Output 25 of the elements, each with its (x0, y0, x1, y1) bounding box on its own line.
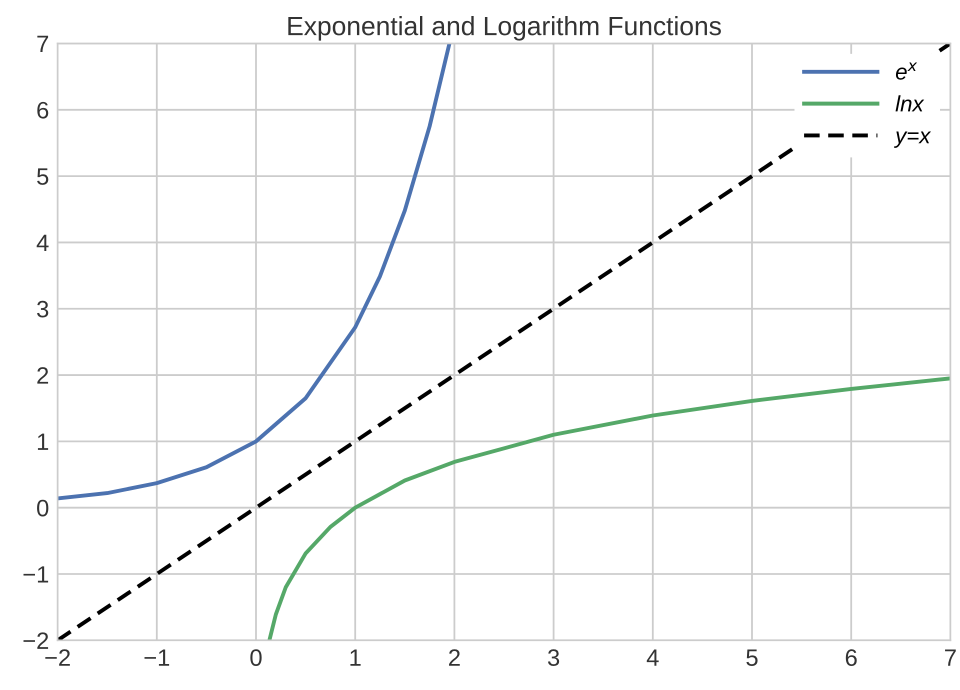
x-tick-label: 3 (548, 649, 560, 666)
chart-title: Exponential and Logarithm Functions (288, 16, 721, 41)
x-tick-label: 6 (846, 649, 857, 666)
legend-label: lnx (896, 95, 924, 112)
x-tick-label: 7 (945, 650, 956, 666)
y-tick-label: 0 (37, 500, 48, 516)
x-tick-label: 2 (449, 649, 460, 666)
x-tick-label: 1 (350, 650, 361, 666)
x-tick-label: 5 (746, 650, 758, 666)
line-series (268, 376, 950, 640)
y-tick-label: 7 (37, 36, 48, 52)
legend-label: e$^{x}$ (896, 62, 918, 80)
y-tick-label: 4 (36, 234, 49, 251)
y-tick-label: 5 (37, 168, 48, 185)
y-tick-label: −1 (24, 566, 48, 583)
line-series (58, 43, 452, 500)
y-tick-label: 3 (37, 300, 48, 318)
y-tick-label: −2 (24, 632, 48, 649)
y-tick-label: 6 (37, 102, 48, 119)
y-tick-label: 2 (37, 367, 48, 384)
y-tick-label: 1 (38, 434, 48, 450)
x-tick-label: −1 (144, 650, 170, 666)
legend-label: y=x (894, 131, 932, 148)
x-tick-label: 0 (250, 649, 262, 666)
x-tick-label: 4 (646, 650, 659, 666)
